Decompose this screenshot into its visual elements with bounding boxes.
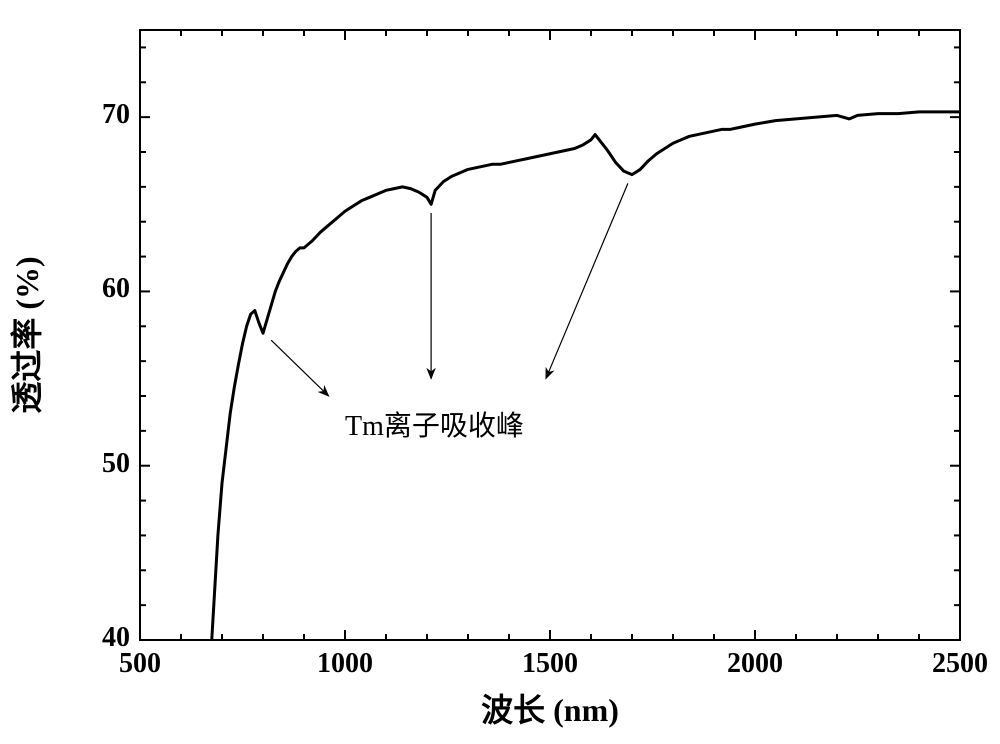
x-tick-label: 2000 — [715, 648, 795, 680]
chart-svg — [0, 0, 1000, 744]
annotation-text: Tm离子吸收峰 — [345, 404, 524, 444]
x-axis-label: 波长 (nm) — [450, 685, 650, 731]
transmittance-chart: 透过率 (%) 波长 (nm) Tm离子吸收峰 5001000150020002… — [0, 0, 1000, 744]
y-axis-label: 透过率 (%) — [2, 256, 48, 413]
y-tick-label: 60 — [80, 273, 130, 305]
y-tick-label: 70 — [80, 99, 130, 131]
x-tick-label: 1000 — [305, 648, 385, 680]
x-tick-label: 2500 — [920, 648, 1000, 680]
x-tick-label: 1500 — [510, 648, 590, 680]
y-tick-label: 50 — [80, 448, 130, 480]
y-tick-label: 40 — [80, 622, 130, 654]
